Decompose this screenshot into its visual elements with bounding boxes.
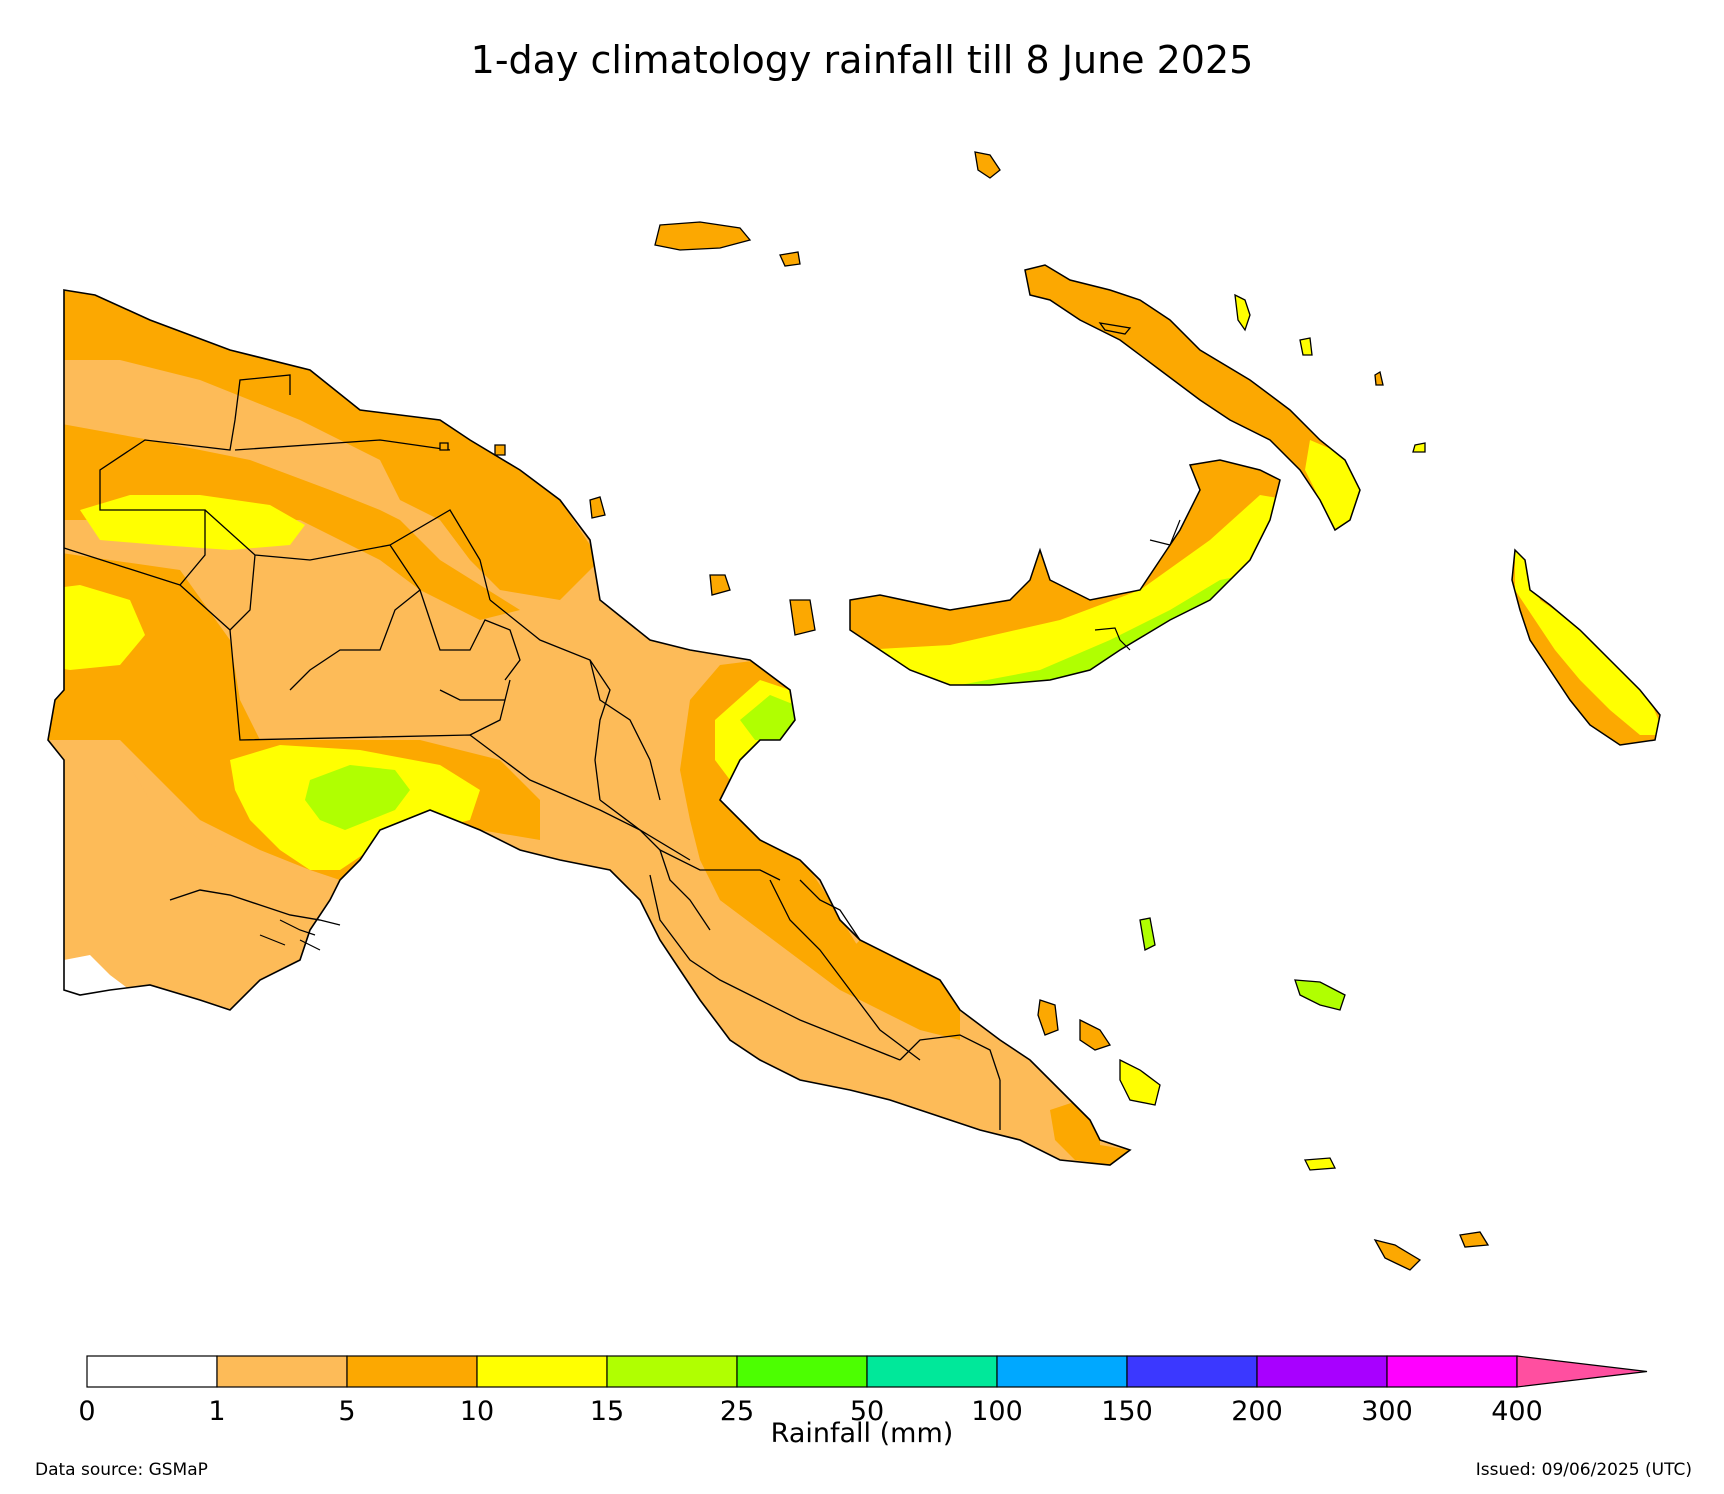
colorbar-box-9	[1256, 1355, 1388, 1388]
colorbar-box-8	[1126, 1355, 1258, 1388]
colorbar-tick-label: 15	[590, 1396, 624, 1427]
colorbar-tick-label: 150	[1101, 1396, 1153, 1427]
colorbar-box-1	[216, 1355, 348, 1388]
colorbar-box-2	[346, 1355, 478, 1388]
map-title: 1-day climatology rainfall till 8 June 2…	[470, 38, 1254, 82]
colorbar-tick-label: 25	[720, 1396, 754, 1427]
colorbar-box-0	[86, 1355, 218, 1388]
data-source-note: Data source: GSMaP	[35, 1460, 208, 1480]
issued-note: Issued: 09/06/2025 (UTC)	[1475, 1460, 1692, 1480]
colorbar-label: Rainfall (mm)	[770, 1418, 954, 1449]
colorbar-extend-arrow	[1516, 1355, 1648, 1388]
colorbar-box-5	[736, 1355, 868, 1388]
colorbar-box-10	[1386, 1355, 1518, 1388]
bougainville-island	[1511, 548, 1661, 746]
colorbar-box-6	[866, 1355, 998, 1388]
colorbar-tick-label: 50	[850, 1396, 884, 1427]
colorbar-tick-label: 100	[971, 1396, 1023, 1427]
colorbar-box-7	[996, 1355, 1128, 1388]
mainland-png	[47, 289, 1132, 1166]
colorbar-tick-label: 400	[1491, 1396, 1543, 1427]
colorbar-tick-label: 200	[1231, 1396, 1283, 1427]
colorbar-box-4	[606, 1355, 738, 1388]
province-boundaries	[63, 374, 1001, 1130]
colorbar-tick-label: 1	[208, 1396, 225, 1427]
colorbar-tick-label: 10	[460, 1396, 494, 1427]
colorbar-box-3	[476, 1355, 608, 1388]
colorbar-tick-label: 0	[78, 1396, 95, 1427]
new-britain-island	[849, 459, 1281, 686]
colorbar-tick-label: 300	[1361, 1396, 1413, 1427]
colorbar-tick-label: 5	[338, 1396, 355, 1427]
small-islands	[439, 151, 1490, 1271]
